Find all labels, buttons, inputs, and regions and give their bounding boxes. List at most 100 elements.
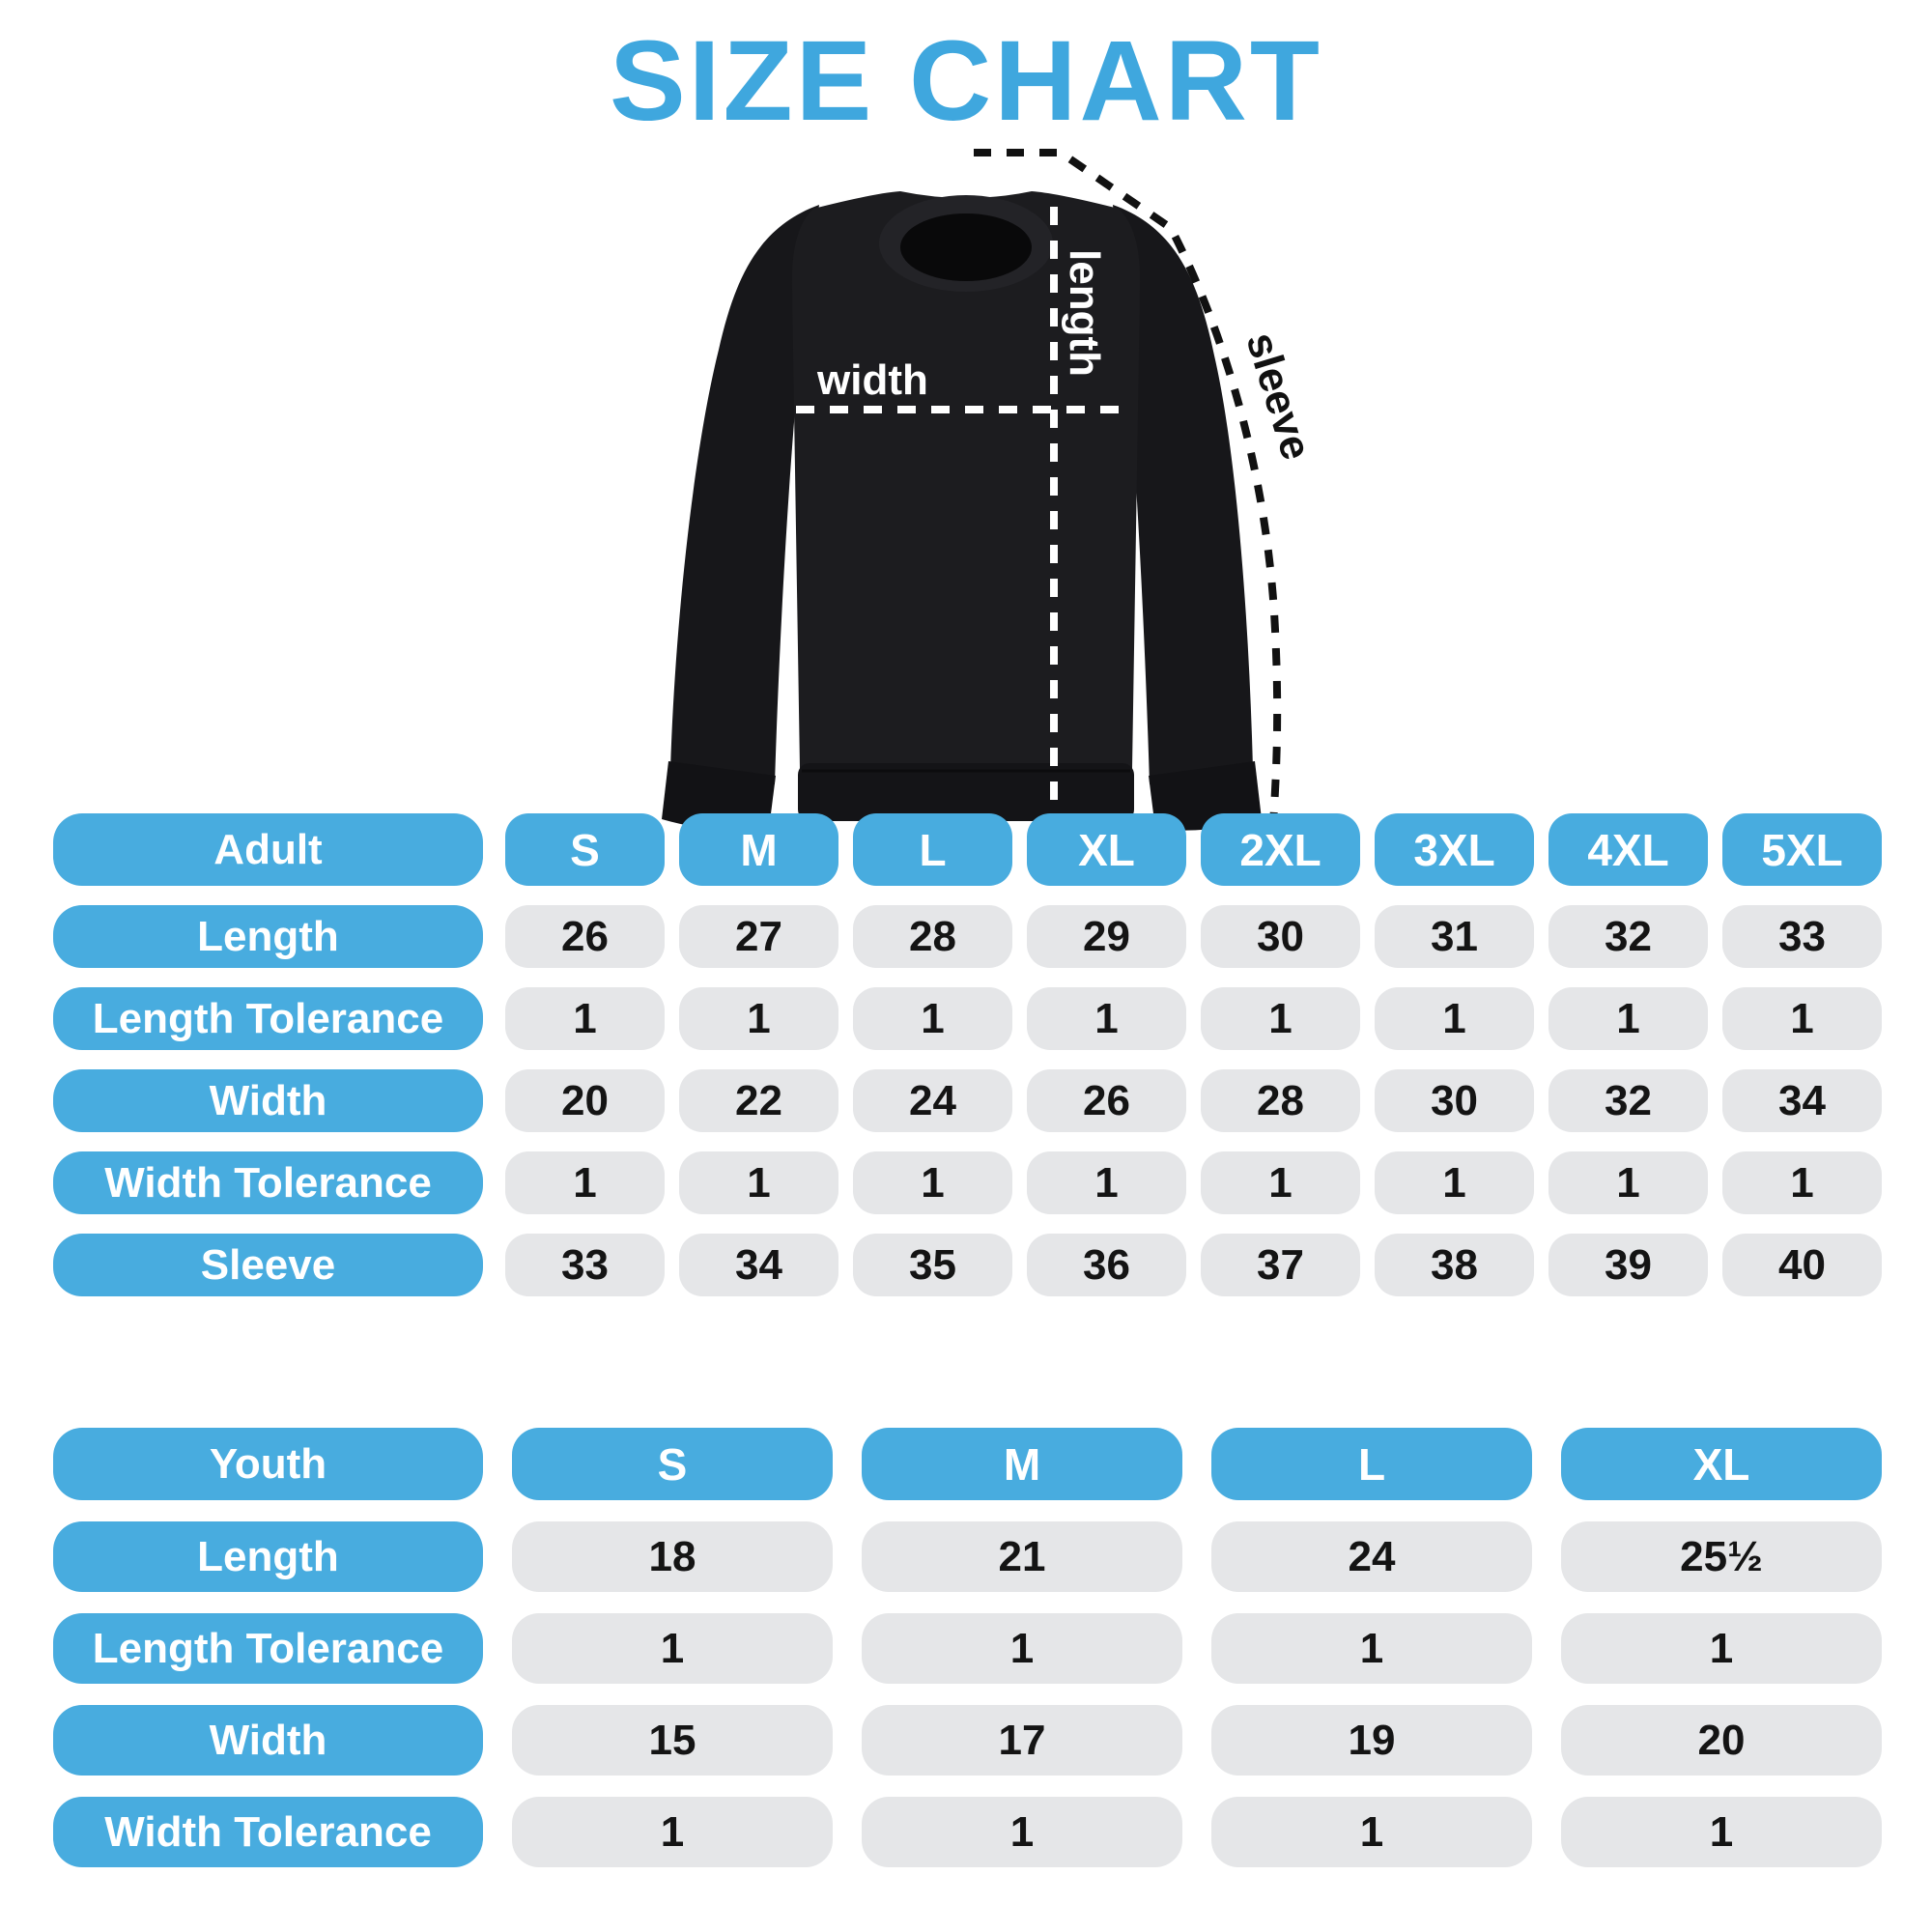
value-cell: 30 [1375,1069,1534,1132]
value-cell: 1 [505,1151,665,1214]
left-sleeve [670,205,819,784]
table-row: Sleeve 33 34 35 36 37 38 39 40 [53,1234,1882,1296]
value-cell: 21 [862,1521,1182,1592]
value-cell: 33 [505,1234,665,1296]
value-cell: 1 [1722,987,1882,1050]
value-cell: 26 [505,905,665,968]
size-header-pill: 3XL [1375,813,1534,886]
table-title-pill: Adult [53,813,483,886]
table-row: Width Tolerance 1 1 1 1 [53,1797,1882,1867]
value-cell: 18 [512,1521,833,1592]
sweatshirt-diagram: width length sleeve [662,149,1321,831]
value-cell: 1 [1722,1151,1882,1214]
value-cell: 22 [679,1069,838,1132]
row-label-pill: Length [53,905,483,968]
value-cell: 1 [862,1797,1182,1867]
value-cell: 20 [1561,1705,1882,1776]
value-cell: 24 [853,1069,1012,1132]
row-label-pill: Length [53,1521,483,1592]
row-label-pill: Length Tolerance [53,987,483,1050]
value-cell: 19 [1211,1705,1532,1776]
size-header-pill: M [862,1428,1182,1500]
value-cell: 1 [1548,1151,1708,1214]
table-row: Length 18 21 24 25½ [53,1521,1882,1592]
value-cell: 1 [853,1151,1012,1214]
table-title-pill: Youth [53,1428,483,1500]
table-row: Width 15 17 19 20 [53,1705,1882,1776]
value-cell: 28 [1201,1069,1360,1132]
width-label: width [816,356,928,404]
size-header-pill: L [1211,1428,1532,1500]
value-cell: 1 [1375,1151,1534,1214]
value-cell: 1 [1027,987,1186,1050]
adult-size-table: Adult S M L XL 2XL 3XL 4XL 5XL Length 26 27 28 29 30 31… [53,813,1882,1316]
sleeve-label: sleeve [1236,327,1320,466]
value-cell: 1 [679,987,838,1050]
page-title: SIZE CHART [610,17,1322,145]
value-cell: 1 [853,987,1012,1050]
size-header-pill: S [505,813,665,886]
value-cell: 34 [679,1234,838,1296]
size-header-pill: XL [1027,813,1186,886]
value-cell: 17 [862,1705,1182,1776]
value-cell: 1 [512,1797,833,1867]
table-row: Width Tolerance 1 1 1 1 1 1 1 1 [53,1151,1882,1214]
value-cell: 1 [1375,987,1534,1050]
value-cell: 31 [1375,905,1534,968]
value-cell: 37 [1201,1234,1360,1296]
value-cell: 30 [1201,905,1360,968]
row-label-pill: Width Tolerance [53,1797,483,1867]
value-cell: 1 [679,1151,838,1214]
value-cell: 39 [1548,1234,1708,1296]
youth-size-table: Youth S M L XL Length 18 21 24 25½ Length Toleranc… [53,1428,1882,1889]
value-cell: 40 [1722,1234,1882,1296]
value-cell: 35 [853,1234,1012,1296]
value-cell: 38 [1375,1234,1534,1296]
size-header-pill: S [512,1428,833,1500]
collar-inner [900,213,1032,281]
value-cell: 27 [679,905,838,968]
value-cell: 15 [512,1705,833,1776]
value-cell: 1 [1201,1151,1360,1214]
value-cell: 1 [1561,1613,1882,1684]
length-label: length [1061,249,1108,377]
value-cell: 36 [1027,1234,1186,1296]
right-sleeve [1113,205,1253,784]
table-row: Length Tolerance 1 1 1 1 1 1 1 1 [53,987,1882,1050]
value-cell: 32 [1548,905,1708,968]
right-cuff [1149,761,1262,831]
value-cell: 1 [505,987,665,1050]
value-cell: 20 [505,1069,665,1132]
value-cell: 29 [1027,905,1186,968]
value-cell: 1 [1548,987,1708,1050]
row-label-pill: Width Tolerance [53,1151,483,1214]
size-header-pill: 4XL [1548,813,1708,886]
table-row: Width 20 22 24 26 28 30 32 34 [53,1069,1882,1132]
left-cuff [662,761,776,831]
row-label-pill: Width [53,1069,483,1132]
value-cell: 34 [1722,1069,1882,1132]
size-header-pill: L [853,813,1012,886]
size-header-pill: XL [1561,1428,1882,1500]
value-cell: 33 [1722,905,1882,968]
value-cell: 24 [1211,1521,1532,1592]
row-label-pill: Width [53,1705,483,1776]
size-header-pill: 5XL [1722,813,1882,886]
value-cell: 25½ [1561,1521,1882,1592]
value-cell: 1 [1211,1613,1532,1684]
table-header-row: Adult S M L XL 2XL 3XL 4XL 5XL [53,813,1882,886]
value-cell: 26 [1027,1069,1186,1132]
value-cell: 1 [862,1613,1182,1684]
value-cell: 1 [1201,987,1360,1050]
table-header-row: Youth S M L XL [53,1428,1882,1500]
row-label-pill: Length Tolerance [53,1613,483,1684]
value-cell: 1 [1027,1151,1186,1214]
value-cell: 1 [1211,1797,1532,1867]
row-label-pill: Sleeve [53,1234,483,1296]
value-cell: 32 [1548,1069,1708,1132]
table-row: Length 26 27 28 29 30 31 32 33 [53,905,1882,968]
size-header-pill: M [679,813,838,886]
waistband [798,763,1134,821]
size-header-pill: 2XL [1201,813,1360,886]
